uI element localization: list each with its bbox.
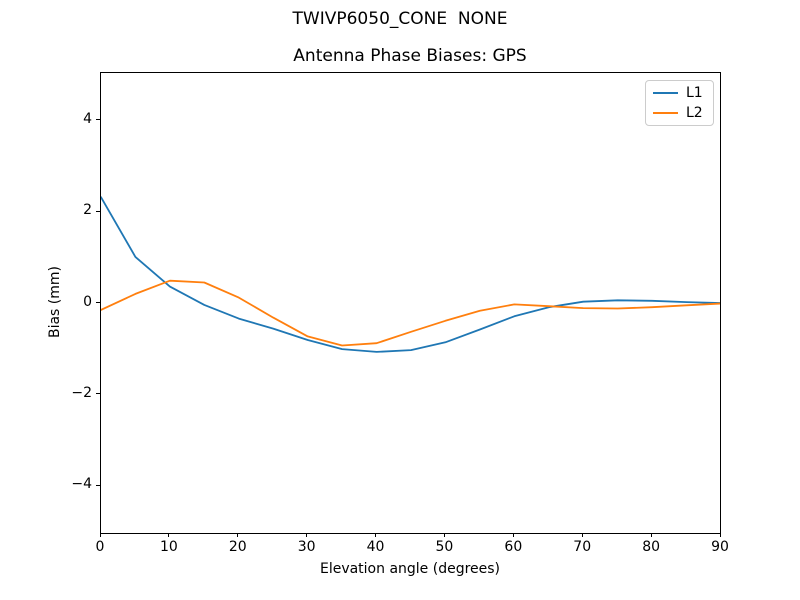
y-tick-mark	[96, 119, 100, 121]
x-tick-label: 50	[435, 539, 454, 555]
y-tick-mark	[96, 210, 100, 212]
x-tick-label: 90	[711, 539, 729, 555]
x-tick-mark	[650, 533, 652, 537]
legend-label-l1: L1	[686, 85, 703, 101]
x-tick-mark	[306, 533, 308, 537]
y-tick-mark	[96, 302, 100, 303]
x-tick-label: 30	[297, 539, 316, 555]
legend-label-l2: L2	[686, 105, 703, 121]
plot-area	[100, 72, 721, 534]
x-tick-mark	[168, 533, 170, 537]
y-tick-label: 0	[83, 293, 92, 310]
x-tick-label: 0	[95, 539, 105, 555]
y-tick-label: −4	[71, 476, 92, 493]
legend: L1 L2	[645, 80, 714, 126]
figure-suptitle: TWIVP6050_CONE NONE	[292, 9, 508, 29]
legend-item-l2: L2	[653, 106, 706, 120]
x-tick-label: 70	[573, 539, 592, 555]
y-tick-label: 2	[83, 202, 92, 219]
x-tick-mark	[512, 533, 514, 537]
y-tick-label: 4	[83, 110, 92, 127]
legend-item-l1: L1	[653, 86, 706, 100]
line-l2	[101, 279, 720, 347]
x-tick-mark	[581, 533, 583, 537]
plot-svg	[101, 196, 720, 353]
x-tick-mark	[719, 533, 721, 537]
legend-line-sample-l2	[653, 112, 678, 114]
x-tick-mark	[237, 533, 239, 537]
x-tick-mark	[99, 533, 101, 537]
y-tick-mark	[96, 393, 100, 395]
y-axis-label: Bias (mm)	[47, 265, 63, 339]
x-tick-label: 20	[228, 539, 247, 555]
axes-title: Antenna Phase Biases: GPS	[293, 46, 527, 66]
x-tick-label: 10	[159, 539, 178, 555]
x-axis-label: Elevation angle (degrees)	[319, 561, 501, 577]
x-tick-mark	[375, 533, 377, 537]
line-l1	[101, 196, 720, 353]
x-tick-label: 60	[504, 539, 523, 555]
x-tick-label: 80	[642, 539, 661, 555]
legend-line-sample-l1	[653, 92, 678, 94]
y-tick-mark	[96, 484, 100, 486]
y-tick-label: −2	[71, 384, 92, 401]
x-tick-label: 40	[366, 539, 385, 555]
x-tick-mark	[443, 533, 445, 537]
